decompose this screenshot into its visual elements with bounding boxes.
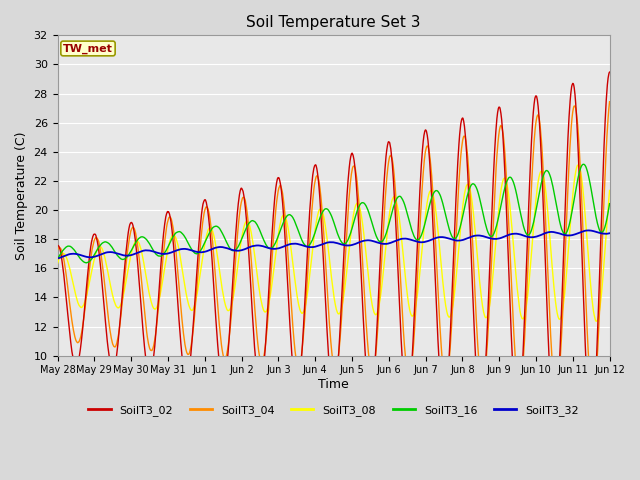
Legend: SoilT3_02, SoilT3_04, SoilT3_08, SoilT3_16, SoilT3_32: SoilT3_02, SoilT3_04, SoilT3_08, SoilT3_…: [84, 401, 583, 420]
Text: TW_met: TW_met: [63, 43, 113, 54]
Title: Soil Temperature Set 3: Soil Temperature Set 3: [246, 15, 420, 30]
Y-axis label: Soil Temperature (C): Soil Temperature (C): [15, 131, 28, 260]
X-axis label: Time: Time: [318, 378, 349, 391]
